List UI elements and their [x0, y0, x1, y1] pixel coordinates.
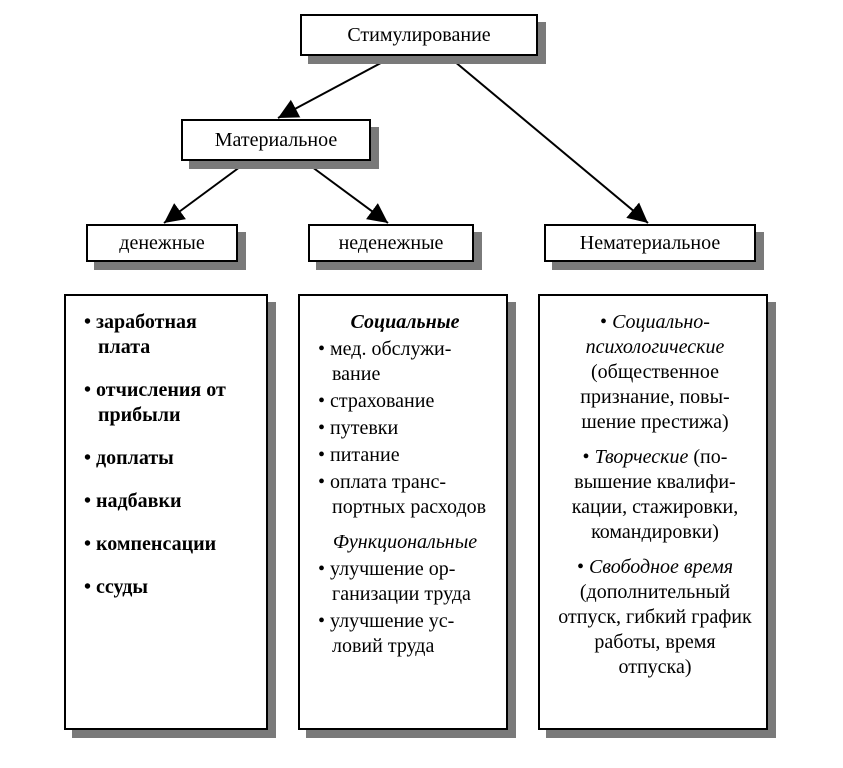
node-box: неденежные — [308, 224, 474, 262]
entry-body: (дополнительный отпуск, гибкий гра­фик р… — [558, 581, 751, 678]
list-item: улучшение ус­ловий труда — [318, 609, 492, 659]
node-box: денежные — [86, 224, 238, 262]
list-item: доплаты — [84, 446, 252, 471]
panel-list: • Социально-психологические (общественно… — [558, 310, 752, 680]
list-item: отчисления от прибыли — [84, 378, 252, 428]
list-item: надбавки — [84, 489, 252, 514]
panel-nonmonetary: Социальные мед. обслужи­вание страховани… — [298, 294, 508, 730]
entry-head: Социально-психологические — [586, 311, 725, 358]
node-box: Материальное — [181, 119, 371, 161]
list-item: • Социально-психологические (общественно… — [558, 310, 752, 435]
panel-nonmaterial: • Социально-психологические (общественно… — [538, 294, 768, 730]
list-item: заработная плата — [84, 310, 252, 360]
section-title: Функциональные — [318, 530, 492, 555]
node-label: Материальное — [215, 129, 337, 152]
entry-head: Свободное время — [589, 556, 733, 578]
list-item: питание — [318, 443, 492, 468]
panel-monetary: заработная плата отчисления от прибыли д… — [64, 294, 268, 730]
node-box: Нематериальное — [544, 224, 756, 262]
section-title: Социальные — [318, 310, 492, 335]
list-item: путевки — [318, 416, 492, 441]
node-material: Материальное — [181, 119, 371, 161]
list-item: компенсации — [84, 532, 252, 557]
panel-box: Социальные мед. обслужи­вание страховани… — [298, 294, 508, 730]
entry-body: (общественное признание, повы­шение прес… — [580, 361, 729, 433]
list-item: оплата транс­портных рас­ходов — [318, 470, 492, 520]
node-label: денежные — [119, 232, 204, 255]
node-label: Стимулирование — [347, 24, 490, 47]
panel-list: улучшение ор­ганизации труда улучшение у… — [318, 557, 492, 659]
panel-box: • Социально-психологические (общественно… — [538, 294, 768, 730]
node-nonmonetary: неденежные — [308, 224, 474, 262]
node-nonmaterial: Нематериальное — [544, 224, 756, 262]
node-label: неденежные — [339, 232, 444, 255]
node-label: Нематериальное — [580, 232, 721, 255]
panel-box: заработная плата отчисления от прибыли д… — [64, 294, 268, 730]
list-item: ссуды — [84, 575, 252, 600]
list-item: • Творческие (по­вышение квалифи­кации, … — [558, 445, 752, 545]
list-item: мед. обслужи­вание — [318, 337, 492, 387]
list-item: страхование — [318, 389, 492, 414]
list-item: улучшение ор­ганизации труда — [318, 557, 492, 607]
node-box: Стимулирование — [300, 14, 538, 56]
list-item: • Свободное время (дополнительный отпуск… — [558, 555, 752, 680]
panel-list: мед. обслужи­вание страхование путевки п… — [318, 337, 492, 520]
node-monetary: денежные — [86, 224, 238, 262]
diagram-canvas: Стимулирование Материальное денежные нед… — [0, 0, 843, 768]
node-root: Стимулирование — [300, 14, 538, 56]
panel-list: заработная плата отчисления от прибыли д… — [84, 310, 252, 600]
entry-head: Творческие — [595, 446, 689, 468]
